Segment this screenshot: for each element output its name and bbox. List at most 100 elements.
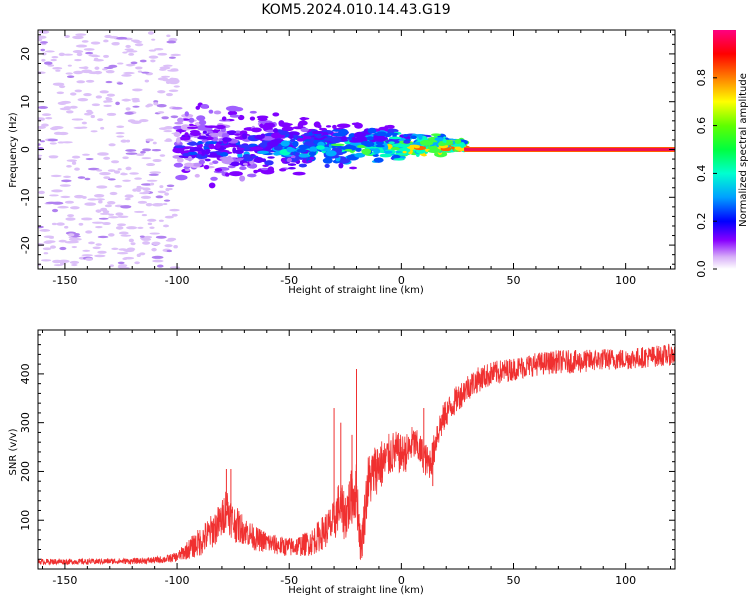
spectrogram-cell	[169, 208, 180, 212]
spectrogram-cell	[168, 56, 176, 59]
spectrogram-cell	[279, 130, 290, 136]
spectrogram-cell	[214, 167, 223, 172]
spectrogram-cell	[155, 195, 164, 199]
spectrogram-cell	[376, 132, 385, 137]
spectrogram-cell	[73, 194, 85, 199]
spectrogram-cell	[41, 52, 47, 56]
spectrogram-cell	[242, 162, 248, 166]
spectrogram-cell	[194, 173, 200, 178]
snr-ytick-label: 400	[19, 363, 32, 384]
snr-xtick-label: -100	[165, 574, 190, 587]
spectrogram-cell	[96, 152, 109, 156]
spectrogram-cell	[163, 130, 173, 133]
spectrogram-cell	[118, 231, 129, 235]
spectrogram-cell	[98, 217, 109, 220]
spectrogram-cell	[437, 142, 447, 147]
spectrogram-cell	[91, 221, 104, 224]
spectrogram-cell	[341, 135, 348, 142]
spectrogram-cell	[61, 179, 72, 183]
spectrogram-cell	[402, 150, 407, 154]
spectrogram-image	[38, 30, 675, 269]
colorbar-tick-label: 0.0	[695, 260, 708, 278]
spectrogram-cell	[126, 63, 134, 67]
spectrogram-cell	[104, 204, 112, 208]
spectrogram-cell	[267, 156, 275, 159]
spectrogram-cell	[308, 151, 317, 157]
spectrogram-cell	[242, 154, 251, 159]
spectrogram-cell	[47, 64, 55, 67]
figure-title: KOM5.2024.010.14.43.G19	[261, 2, 450, 18]
spectrogram-cell	[232, 106, 244, 112]
spectrogram-cell	[353, 131, 366, 139]
spectrogram-cell	[261, 136, 276, 141]
spectrogram-cell	[88, 241, 95, 245]
spectrogram-cell	[122, 51, 128, 54]
spectrogram-cell	[239, 175, 246, 182]
spectrogram-cell	[38, 190, 45, 195]
spectrogram-cell	[292, 171, 306, 176]
spectrogram-cell	[74, 167, 80, 171]
spectrogram-cell	[75, 33, 87, 36]
snr-xtick-label: 100	[615, 574, 636, 587]
spectrogram-cell	[265, 122, 276, 129]
spectrogram-cell	[80, 126, 88, 129]
spectrogram-cell	[65, 72, 73, 75]
spectrogram-cell	[256, 115, 269, 119]
spectrogram-cell	[229, 114, 240, 118]
spectrogram-cell	[292, 140, 299, 148]
spectrogram-cell	[128, 238, 134, 243]
spectrogram-cell	[173, 131, 181, 138]
spectrogram-cell	[123, 71, 135, 75]
spectrogram-cell	[84, 177, 91, 181]
spectrogram-cell	[115, 42, 120, 46]
spectrogram-cell	[49, 194, 59, 197]
spectrogram-cell	[139, 59, 147, 63]
spectrogram-cell	[131, 97, 140, 101]
spectrogram-cell	[379, 153, 392, 158]
spectrogram-cell	[125, 152, 138, 155]
spectrogram-cell	[128, 52, 135, 56]
spectrogram-cell	[165, 138, 172, 142]
spectrogram-cell	[103, 54, 109, 58]
spectrogram-cell	[152, 259, 164, 263]
spectrogram-cell	[44, 240, 56, 243]
spectrogram-cell	[391, 146, 400, 151]
spectrogram-cell	[108, 143, 116, 147]
spectrogram-ytick-label: 20	[19, 47, 32, 61]
spectrogram-cell	[166, 40, 177, 44]
spectrogram-cell	[116, 125, 125, 128]
spectrogram-cell	[217, 131, 223, 137]
spectrogram-cell	[205, 141, 216, 145]
spectrogram-cell	[136, 153, 145, 157]
spectrogram-cell	[39, 229, 51, 232]
spectrogram-cell	[204, 149, 210, 155]
spectrogram-cell	[427, 149, 442, 154]
spectrogram-cell	[296, 137, 304, 142]
spectrogram-cell	[52, 208, 59, 213]
spectrogram-cell	[204, 158, 211, 162]
spectrogram-cell	[100, 207, 108, 212]
spectrogram-cell	[159, 154, 166, 157]
spectrogram-cell	[120, 139, 128, 143]
spectrogram-cell	[131, 88, 143, 92]
spectrogram-cell	[141, 183, 153, 186]
spectrogram-cell	[143, 190, 150, 194]
spectrogram-cell	[137, 70, 143, 73]
spectrogram-cell	[92, 246, 101, 250]
spectrogram-cell	[419, 139, 434, 146]
spectrogram-cell	[124, 48, 134, 51]
spectrogram-cell	[249, 146, 264, 150]
spectrogram-cell	[278, 120, 285, 127]
spectrogram-cell	[106, 201, 116, 205]
spectrogram-cell	[287, 163, 297, 166]
spectrogram-cell	[115, 101, 120, 106]
spectrogram-cell	[55, 69, 61, 72]
spectrogram-cell	[186, 126, 199, 129]
spectrogram-cell	[106, 93, 116, 97]
spectrogram-cell	[78, 222, 84, 226]
spectrogram-cell	[173, 245, 178, 249]
spectrogram-cell	[157, 111, 165, 114]
spectrogram-cell	[157, 264, 164, 268]
spectrogram-cell	[355, 147, 362, 152]
spectrogram-cell	[208, 143, 215, 150]
